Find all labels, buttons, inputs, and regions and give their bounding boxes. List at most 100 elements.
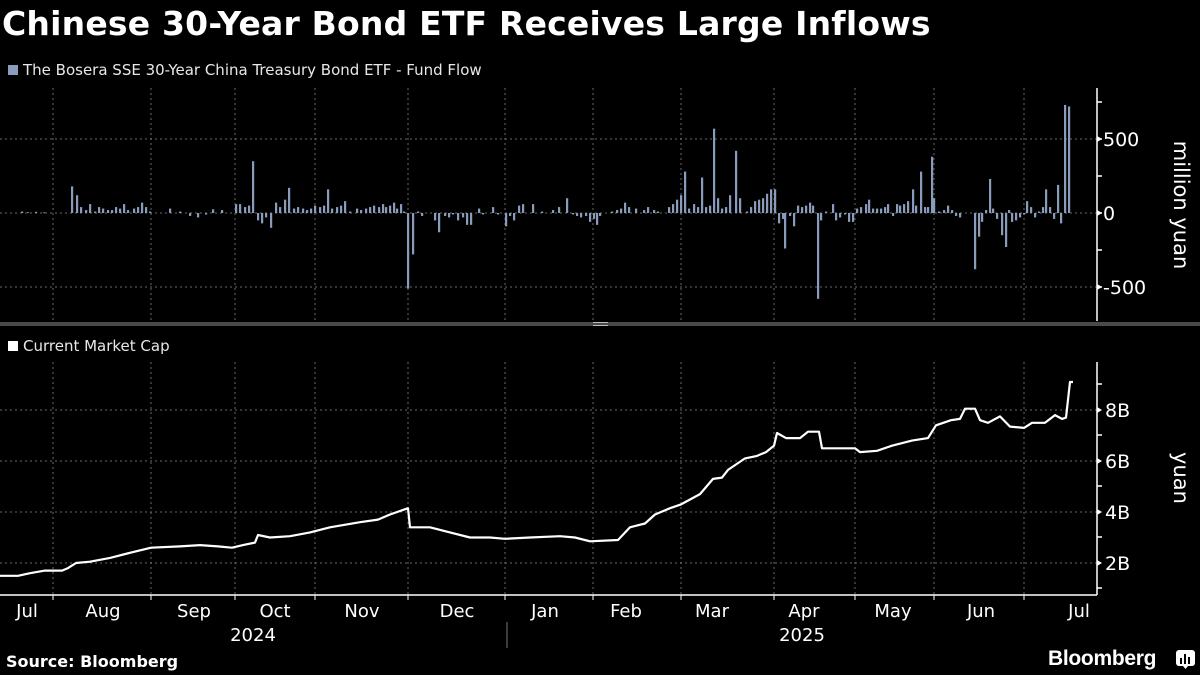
flow-bar — [844, 213, 847, 215]
flow-bar — [585, 213, 588, 216]
source-note: Source: Bloomberg — [6, 652, 179, 671]
flow-bar — [947, 205, 950, 213]
flow-bar — [127, 210, 130, 213]
flow-bar — [270, 213, 273, 228]
flow-bar — [974, 213, 977, 270]
flow-bar — [71, 186, 74, 213]
bottom-legend-label: Current Market Cap — [23, 337, 170, 355]
flow-bar — [558, 207, 561, 213]
flow-bar — [378, 207, 381, 213]
flow-bar — [848, 213, 851, 222]
flow-bar — [457, 213, 460, 221]
flow-bar — [1005, 213, 1008, 248]
flow-bar — [261, 213, 264, 224]
flow-bar — [137, 207, 140, 213]
flow-bar — [1001, 213, 1004, 236]
flow-bar — [1053, 213, 1056, 219]
flow-bar — [896, 204, 899, 213]
flow-bar — [505, 213, 508, 227]
flow-bar — [149, 211, 152, 213]
flow-bar — [478, 208, 481, 213]
flow-bar — [297, 207, 300, 213]
flow-bar — [1045, 189, 1048, 213]
flow-bar — [754, 201, 757, 213]
flow-bar — [735, 150, 738, 213]
flow-bar — [860, 207, 863, 213]
flow-bar — [809, 202, 812, 213]
flow-bar — [212, 209, 215, 213]
flow-bar — [310, 208, 313, 213]
flow-bar — [197, 213, 200, 218]
flow-bar — [349, 211, 352, 213]
flow-bar — [832, 204, 835, 213]
flow-bar — [793, 213, 796, 227]
flow-bar — [344, 201, 347, 213]
flow-bar — [275, 202, 278, 213]
flow-bar — [235, 204, 238, 213]
flow-bar — [293, 208, 296, 213]
flow-bar — [820, 213, 823, 221]
flow-bar — [938, 211, 941, 213]
flow-bar — [111, 210, 114, 213]
flow-bar — [509, 213, 512, 216]
divider-grip-icon[interactable] — [593, 322, 608, 323]
flow-bar — [566, 198, 569, 213]
flow-bar — [369, 207, 372, 213]
y-tick-label-top: -500 — [1103, 277, 1146, 299]
flow-bar — [705, 207, 708, 213]
x-tick-label: Sep — [177, 601, 211, 622]
x-tick-label: Oct — [259, 601, 290, 622]
panel-divider[interactable] — [0, 322, 1200, 326]
flow-bar — [205, 213, 208, 215]
flow-bar — [635, 208, 638, 213]
flow-bar — [668, 207, 671, 213]
flow-bar — [835, 213, 838, 221]
flow-bar — [912, 189, 915, 213]
flow-bar — [955, 213, 958, 216]
flow-bar — [497, 213, 500, 215]
flow-bar — [805, 205, 808, 213]
flow-bar — [709, 205, 712, 213]
flow-bar — [189, 213, 192, 216]
x-tick-label: Nov — [344, 601, 379, 622]
bloomberg-chart-icon — [1176, 650, 1195, 669]
flow-bar — [288, 187, 291, 213]
flow-bar — [933, 198, 936, 213]
flow-bar — [385, 207, 388, 213]
flow-bar — [680, 195, 683, 213]
flow-bar — [179, 211, 182, 213]
flow-bar — [1008, 210, 1011, 213]
flow-bar — [452, 213, 455, 215]
x-tick-label: Aug — [85, 601, 120, 622]
flow-bar — [985, 210, 988, 213]
flow-bar — [141, 202, 144, 213]
flow-bar — [887, 204, 890, 213]
flow-bar — [653, 210, 656, 213]
flow-bar — [825, 211, 828, 213]
flow-bar — [817, 213, 820, 299]
flow-bar — [729, 195, 732, 213]
flow-bar — [1026, 201, 1029, 213]
y-tick-label-bottom: 4B — [1105, 502, 1130, 524]
flow-bar — [676, 199, 679, 213]
flow-bar — [713, 128, 716, 213]
x-tick-label: Jul — [1067, 601, 1090, 622]
flow-bar — [1049, 207, 1052, 213]
flow-bar — [770, 189, 773, 213]
flow-bar — [620, 208, 623, 213]
y-tick-label-bottom: 6B — [1105, 451, 1130, 473]
flow-bar — [593, 213, 596, 219]
y-tick-label-bottom: 8B — [1105, 400, 1130, 422]
flow-bar — [279, 207, 282, 213]
flow-bar — [331, 208, 334, 213]
flow-bar — [580, 213, 583, 218]
flow-bar — [400, 204, 403, 213]
flow-bar — [789, 213, 792, 216]
y-tick-label-bottom: 2B — [1105, 553, 1130, 575]
flow-bar — [373, 205, 376, 213]
flow-bar — [628, 207, 631, 213]
flow-bar — [438, 213, 441, 233]
flow-bar — [801, 207, 804, 213]
x-tick-label: Dec — [440, 601, 475, 622]
